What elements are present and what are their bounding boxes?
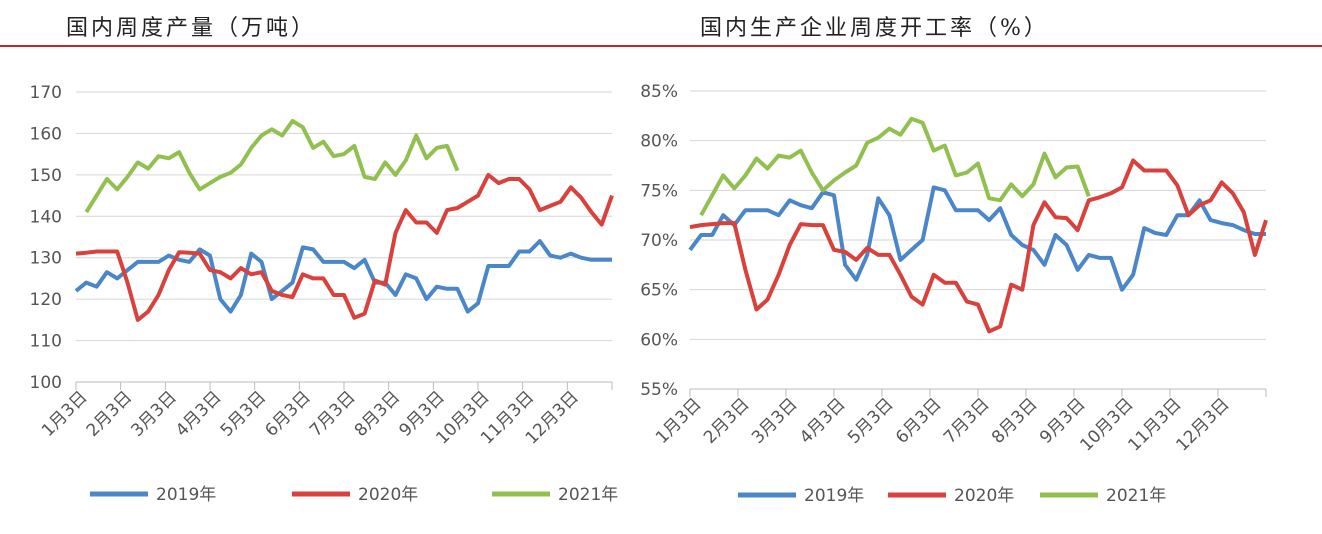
y-tick-label: 55% (640, 380, 678, 400)
y-tick-label: 150 (30, 166, 62, 186)
left-chart-title: 国内周度产量（万吨） (66, 16, 317, 41)
x-tick-label: 6月3日 (261, 387, 314, 440)
right-chart-title: 国内生产企业周度开工率（%） (700, 16, 1049, 41)
title-divider (0, 45, 1322, 47)
x-tick-label: 4月3日 (796, 394, 849, 447)
x-tick-label: 4月3日 (172, 387, 225, 440)
y-tick-label: 140 (30, 207, 62, 227)
x-tick-label: 3月3日 (748, 394, 801, 447)
x-tick-label: 3月3日 (127, 387, 180, 440)
legend-label: 2020年 (358, 485, 418, 505)
x-tick-label: 2月3日 (700, 394, 753, 447)
x-tick-label: 1月3日 (38, 387, 91, 440)
x-tick-label: 5月3日 (844, 394, 897, 447)
y-tick-label: 70% (640, 231, 678, 251)
y-tick-label: 85% (640, 82, 678, 102)
series-line-2019年 (688, 185, 1266, 292)
y-tick-label: 110 (30, 332, 62, 352)
x-tick-label: 12月3日 (1172, 394, 1233, 455)
x-tick-label: 7月3日 (306, 387, 359, 440)
y-tick-label: 60% (640, 330, 678, 350)
legend-label: 2020年 (954, 486, 1014, 506)
x-tick-label: 7月3日 (940, 394, 993, 447)
series-line-2019年 (74, 239, 612, 314)
x-tick-label: 6月3日 (892, 394, 945, 447)
x-tick-label: 2月3日 (83, 387, 136, 440)
x-tick-label: 8月3日 (351, 387, 404, 440)
y-tick-label: 80% (640, 132, 678, 152)
y-tick-label: 65% (640, 281, 678, 301)
legend-label: 2021年 (1106, 486, 1166, 506)
y-tick-label: 120 (30, 290, 62, 310)
x-tick-label: 8月3日 (988, 394, 1041, 447)
series-line-2020年 (75, 172, 614, 322)
y-tick-label: 100 (30, 373, 62, 393)
x-tick-label: 1月3日 (652, 394, 705, 447)
series-line-2020年 (689, 158, 1268, 334)
y-tick-label: 170 (30, 83, 62, 103)
series-line-2021年 (84, 119, 460, 214)
legend-label: 2019年 (156, 485, 216, 505)
series-line-2021年 (699, 116, 1091, 217)
y-tick-label: 130 (30, 249, 62, 269)
x-tick-label: 5月3日 (217, 387, 270, 440)
legend-label: 2021年 (558, 485, 618, 505)
legend-label: 2019年 (804, 486, 864, 506)
y-tick-label: 75% (640, 181, 678, 201)
y-tick-label: 160 (30, 124, 62, 144)
